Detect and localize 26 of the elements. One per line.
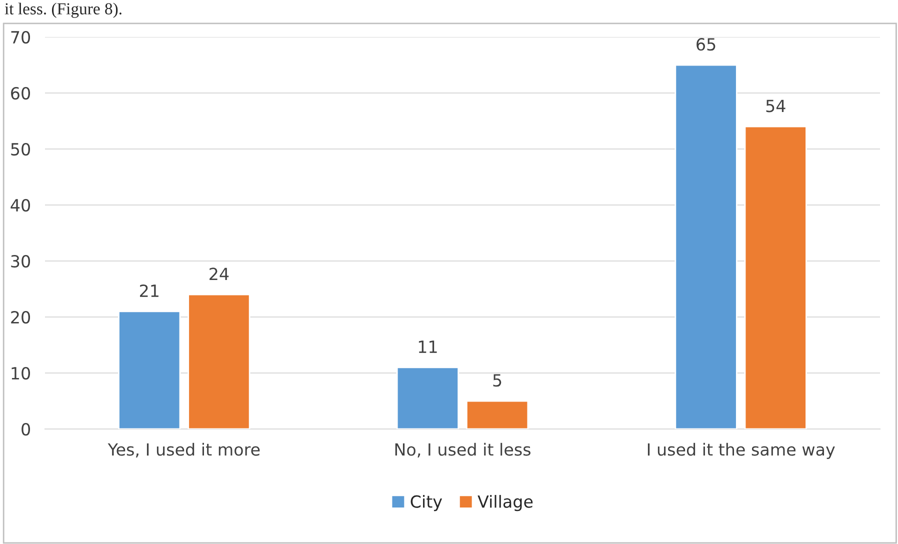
bar [396, 366, 460, 429]
y-tick-label: 20 [11, 310, 30, 324]
y-tick-label: 30 [11, 254, 30, 268]
bar [674, 64, 738, 429]
y-tick-label: 60 [11, 86, 30, 100]
data-label: 5 [493, 374, 502, 387]
y-tick-label: 70 [11, 30, 30, 44]
x-tick-label: No, I used it less [395, 442, 530, 458]
bar [118, 310, 181, 429]
legend-label: Village [478, 494, 533, 512]
data-label: 21 [140, 284, 158, 297]
text: it less. (Figure 8). [4, 2, 122, 18]
data-label: 65 [696, 38, 716, 51]
y-tick-label: 50 [11, 142, 30, 156]
bar [744, 126, 807, 429]
y-tick-label: 40 [10, 198, 30, 212]
legend-label: City [410, 494, 442, 512]
bar [466, 400, 529, 429]
data-label: 54 [766, 100, 786, 112]
x-tick-label: I used it the same way [648, 442, 835, 460]
y-tick-label: 0 [22, 422, 30, 436]
x-tick-label: Yes, I used it more [108, 442, 260, 458]
y-tick-label: 10 [12, 366, 30, 380]
bar [188, 294, 250, 429]
data-label: 11 [418, 340, 437, 353]
data-label: 24 [210, 268, 229, 280]
